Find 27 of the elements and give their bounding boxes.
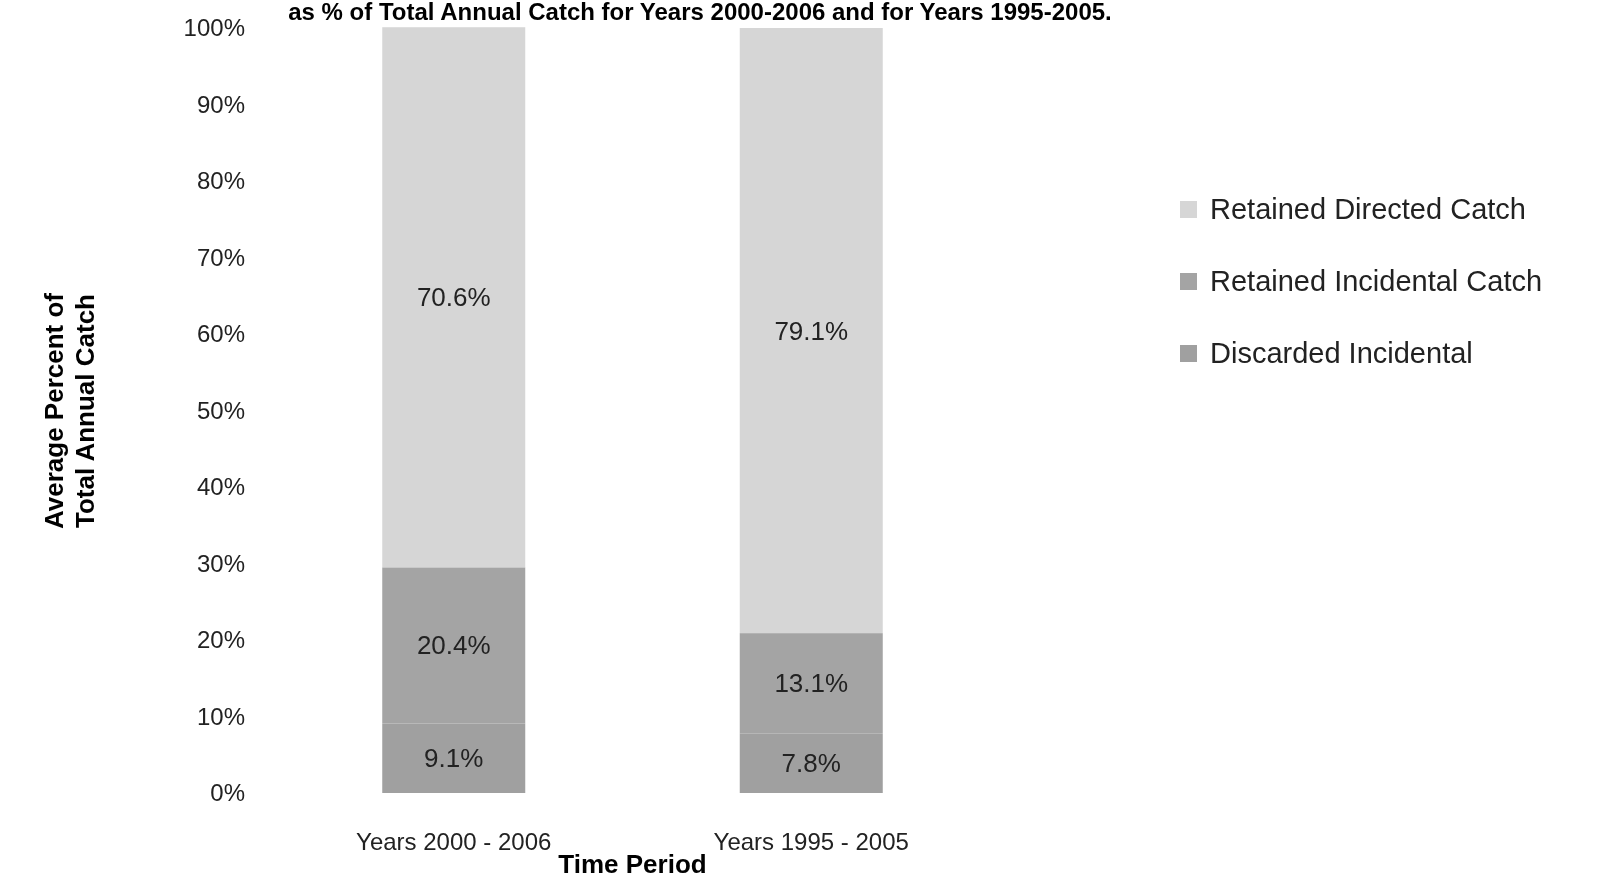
y-tick-label: 50% <box>196 396 245 424</box>
x-axis-title: Time Period <box>558 849 707 879</box>
data-label: 7.8% <box>781 748 841 779</box>
y-axis-title: Average Percent of Total Annual Catch <box>38 291 101 531</box>
data-label: 70.6% <box>416 282 491 313</box>
data-label: 79.1% <box>774 315 849 346</box>
bar <box>382 27 526 568</box>
y-tick-label: 0% <box>210 779 245 807</box>
data-label: 9.1% <box>424 743 484 774</box>
y-tick-label: 20% <box>196 626 245 654</box>
bar <box>739 28 883 634</box>
legend-label: Retained Incidental Catch <box>1210 265 1543 297</box>
y-tick-label: 30% <box>196 549 245 577</box>
y-tick-label: 40% <box>196 473 245 501</box>
y-tick-label: 90% <box>196 90 245 118</box>
y-tick-label: 80% <box>196 167 245 195</box>
x-tick-label: Years 1995 - 2005 <box>713 828 909 856</box>
data-label: 20.4% <box>416 630 491 661</box>
legend-label: Discarded Incidental <box>1210 337 1473 369</box>
y-tick-label: 100% <box>183 14 245 42</box>
y-tick-label: 10% <box>196 702 245 730</box>
y-tick-label: 60% <box>196 320 245 348</box>
legend-label: Retained Directed Catch <box>1210 193 1526 225</box>
data-label: 13.1% <box>774 668 849 699</box>
x-tick-label: Years 2000 - 2006 <box>356 828 552 856</box>
y-tick-label: 70% <box>196 243 245 271</box>
chart-title: as % of Total Annual Catch for Years 2000-2006 and for Years 1995-2005. <box>288 0 1112 25</box>
